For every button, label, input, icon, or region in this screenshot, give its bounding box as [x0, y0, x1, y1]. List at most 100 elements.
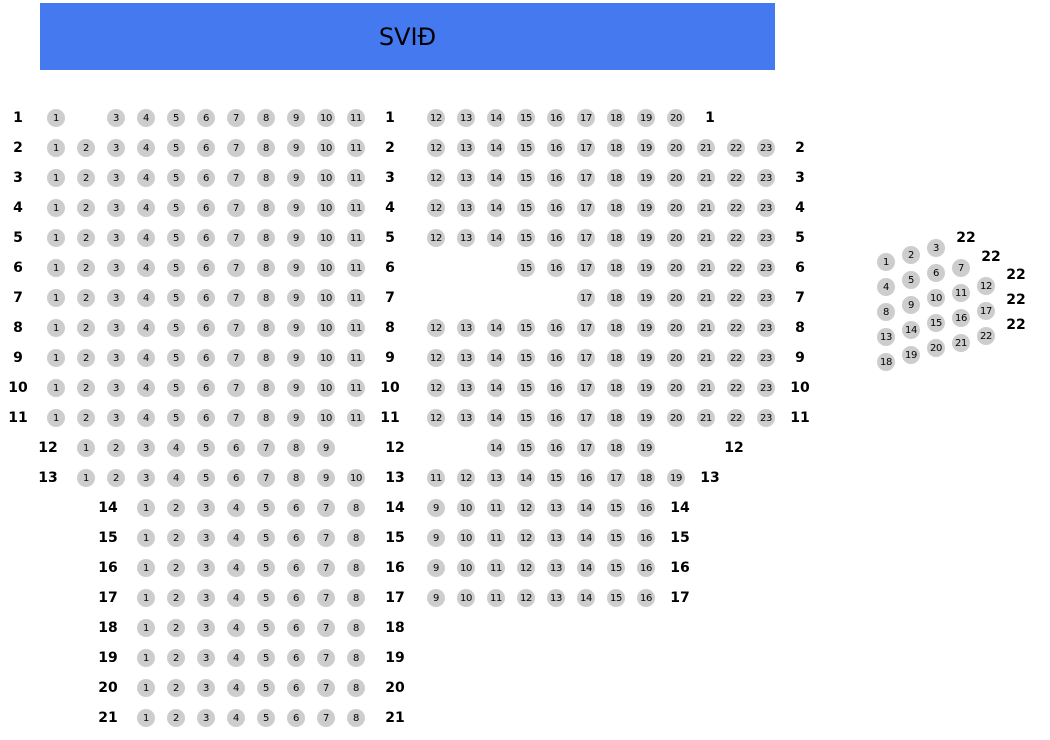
seat[interactable]: 12 [427, 199, 445, 217]
seat[interactable]: 14 [487, 439, 505, 457]
seat[interactable]: 7 [227, 109, 245, 127]
seat[interactable]: 1 [47, 139, 65, 157]
seat[interactable]: 16 [637, 499, 655, 517]
seat[interactable]: 17 [577, 199, 595, 217]
seat[interactable]: 21 [697, 289, 715, 307]
seat[interactable]: 6 [197, 379, 215, 397]
seat[interactable]: 5 [167, 109, 185, 127]
seat[interactable]: 10 [457, 559, 475, 577]
seat[interactable]: 20 [667, 409, 685, 427]
seat[interactable]: 17 [607, 469, 625, 487]
seat[interactable]: 5 [167, 229, 185, 247]
seat[interactable]: 14 [487, 139, 505, 157]
seat[interactable]: 1 [47, 199, 65, 217]
seat[interactable]: 22 [727, 319, 745, 337]
seat[interactable]: 5 [167, 199, 185, 217]
seat[interactable]: 12 [427, 319, 445, 337]
seat[interactable]: 14 [487, 169, 505, 187]
seat[interactable]: 7 [227, 199, 245, 217]
seat[interactable]: 11 [347, 349, 365, 367]
seat[interactable]: 6 [287, 559, 305, 577]
seat[interactable]: 3 [197, 559, 215, 577]
seat[interactable]: 13 [457, 229, 475, 247]
seat[interactable]: 13 [457, 199, 475, 217]
seat[interactable]: 1 [137, 589, 155, 607]
seat[interactable]: 1 [47, 409, 65, 427]
seat[interactable]: 15 [517, 409, 535, 427]
seat[interactable]: 6 [287, 709, 305, 727]
seat[interactable]: 8 [257, 229, 275, 247]
seat[interactable]: 7 [317, 619, 335, 637]
balcony-seat[interactable]: 14 [902, 321, 920, 339]
seat[interactable]: 5 [197, 469, 215, 487]
seat[interactable]: 14 [577, 499, 595, 517]
seat[interactable]: 7 [227, 259, 245, 277]
seat[interactable]: 16 [547, 139, 565, 157]
seat[interactable]: 13 [457, 409, 475, 427]
seat[interactable]: 10 [317, 289, 335, 307]
seat[interactable]: 15 [607, 589, 625, 607]
seat[interactable]: 1 [47, 289, 65, 307]
seat[interactable]: 19 [637, 199, 655, 217]
seat[interactable]: 18 [637, 469, 655, 487]
balcony-seat[interactable]: 10 [927, 289, 945, 307]
balcony-seat[interactable]: 6 [927, 264, 945, 282]
seat[interactable]: 2 [77, 409, 95, 427]
seat[interactable]: 10 [457, 589, 475, 607]
seat[interactable]: 6 [287, 499, 305, 517]
seat[interactable]: 9 [427, 529, 445, 547]
seat[interactable]: 15 [607, 499, 625, 517]
seat[interactable]: 17 [577, 139, 595, 157]
seat[interactable]: 23 [757, 139, 775, 157]
seat[interactable]: 7 [227, 289, 245, 307]
seat[interactable]: 8 [347, 559, 365, 577]
seat[interactable]: 6 [197, 139, 215, 157]
seat[interactable]: 20 [667, 199, 685, 217]
seat[interactable]: 9 [287, 409, 305, 427]
seat[interactable]: 4 [167, 439, 185, 457]
seat[interactable]: 4 [137, 289, 155, 307]
seat[interactable]: 8 [287, 469, 305, 487]
seat[interactable]: 18 [607, 229, 625, 247]
seat[interactable]: 3 [107, 349, 125, 367]
seat[interactable]: 21 [697, 169, 715, 187]
seat[interactable]: 4 [137, 349, 155, 367]
seat[interactable]: 10 [317, 319, 335, 337]
seat[interactable]: 15 [517, 259, 535, 277]
seat[interactable]: 4 [137, 259, 155, 277]
seat[interactable]: 21 [697, 379, 715, 397]
seat[interactable]: 7 [317, 589, 335, 607]
seat[interactable]: 16 [547, 229, 565, 247]
balcony-seat[interactable]: 5 [902, 271, 920, 289]
seat[interactable]: 6 [287, 529, 305, 547]
seat[interactable]: 16 [577, 469, 595, 487]
seat[interactable]: 14 [577, 589, 595, 607]
seat[interactable]: 13 [457, 349, 475, 367]
seat[interactable]: 7 [317, 499, 335, 517]
seat[interactable]: 2 [77, 349, 95, 367]
seat[interactable]: 1 [47, 319, 65, 337]
seat[interactable]: 10 [317, 169, 335, 187]
seat[interactable]: 6 [227, 439, 245, 457]
seat[interactable]: 19 [667, 469, 685, 487]
seat[interactable]: 3 [197, 709, 215, 727]
seat[interactable]: 9 [427, 589, 445, 607]
seat[interactable]: 19 [637, 169, 655, 187]
seat[interactable]: 9 [287, 289, 305, 307]
seat[interactable]: 17 [577, 379, 595, 397]
seat[interactable]: 10 [457, 529, 475, 547]
seat[interactable]: 3 [107, 289, 125, 307]
seat[interactable]: 9 [287, 259, 305, 277]
seat[interactable]: 14 [487, 229, 505, 247]
seat[interactable]: 7 [317, 679, 335, 697]
seat[interactable]: 7 [227, 229, 245, 247]
seat[interactable]: 13 [547, 499, 565, 517]
seat[interactable]: 3 [197, 679, 215, 697]
seat[interactable]: 12 [517, 559, 535, 577]
seat[interactable]: 16 [547, 439, 565, 457]
seat[interactable]: 10 [317, 259, 335, 277]
seat[interactable]: 5 [167, 409, 185, 427]
seat[interactable]: 12 [517, 499, 535, 517]
seat[interactable]: 23 [757, 319, 775, 337]
balcony-seat[interactable]: 9 [902, 296, 920, 314]
